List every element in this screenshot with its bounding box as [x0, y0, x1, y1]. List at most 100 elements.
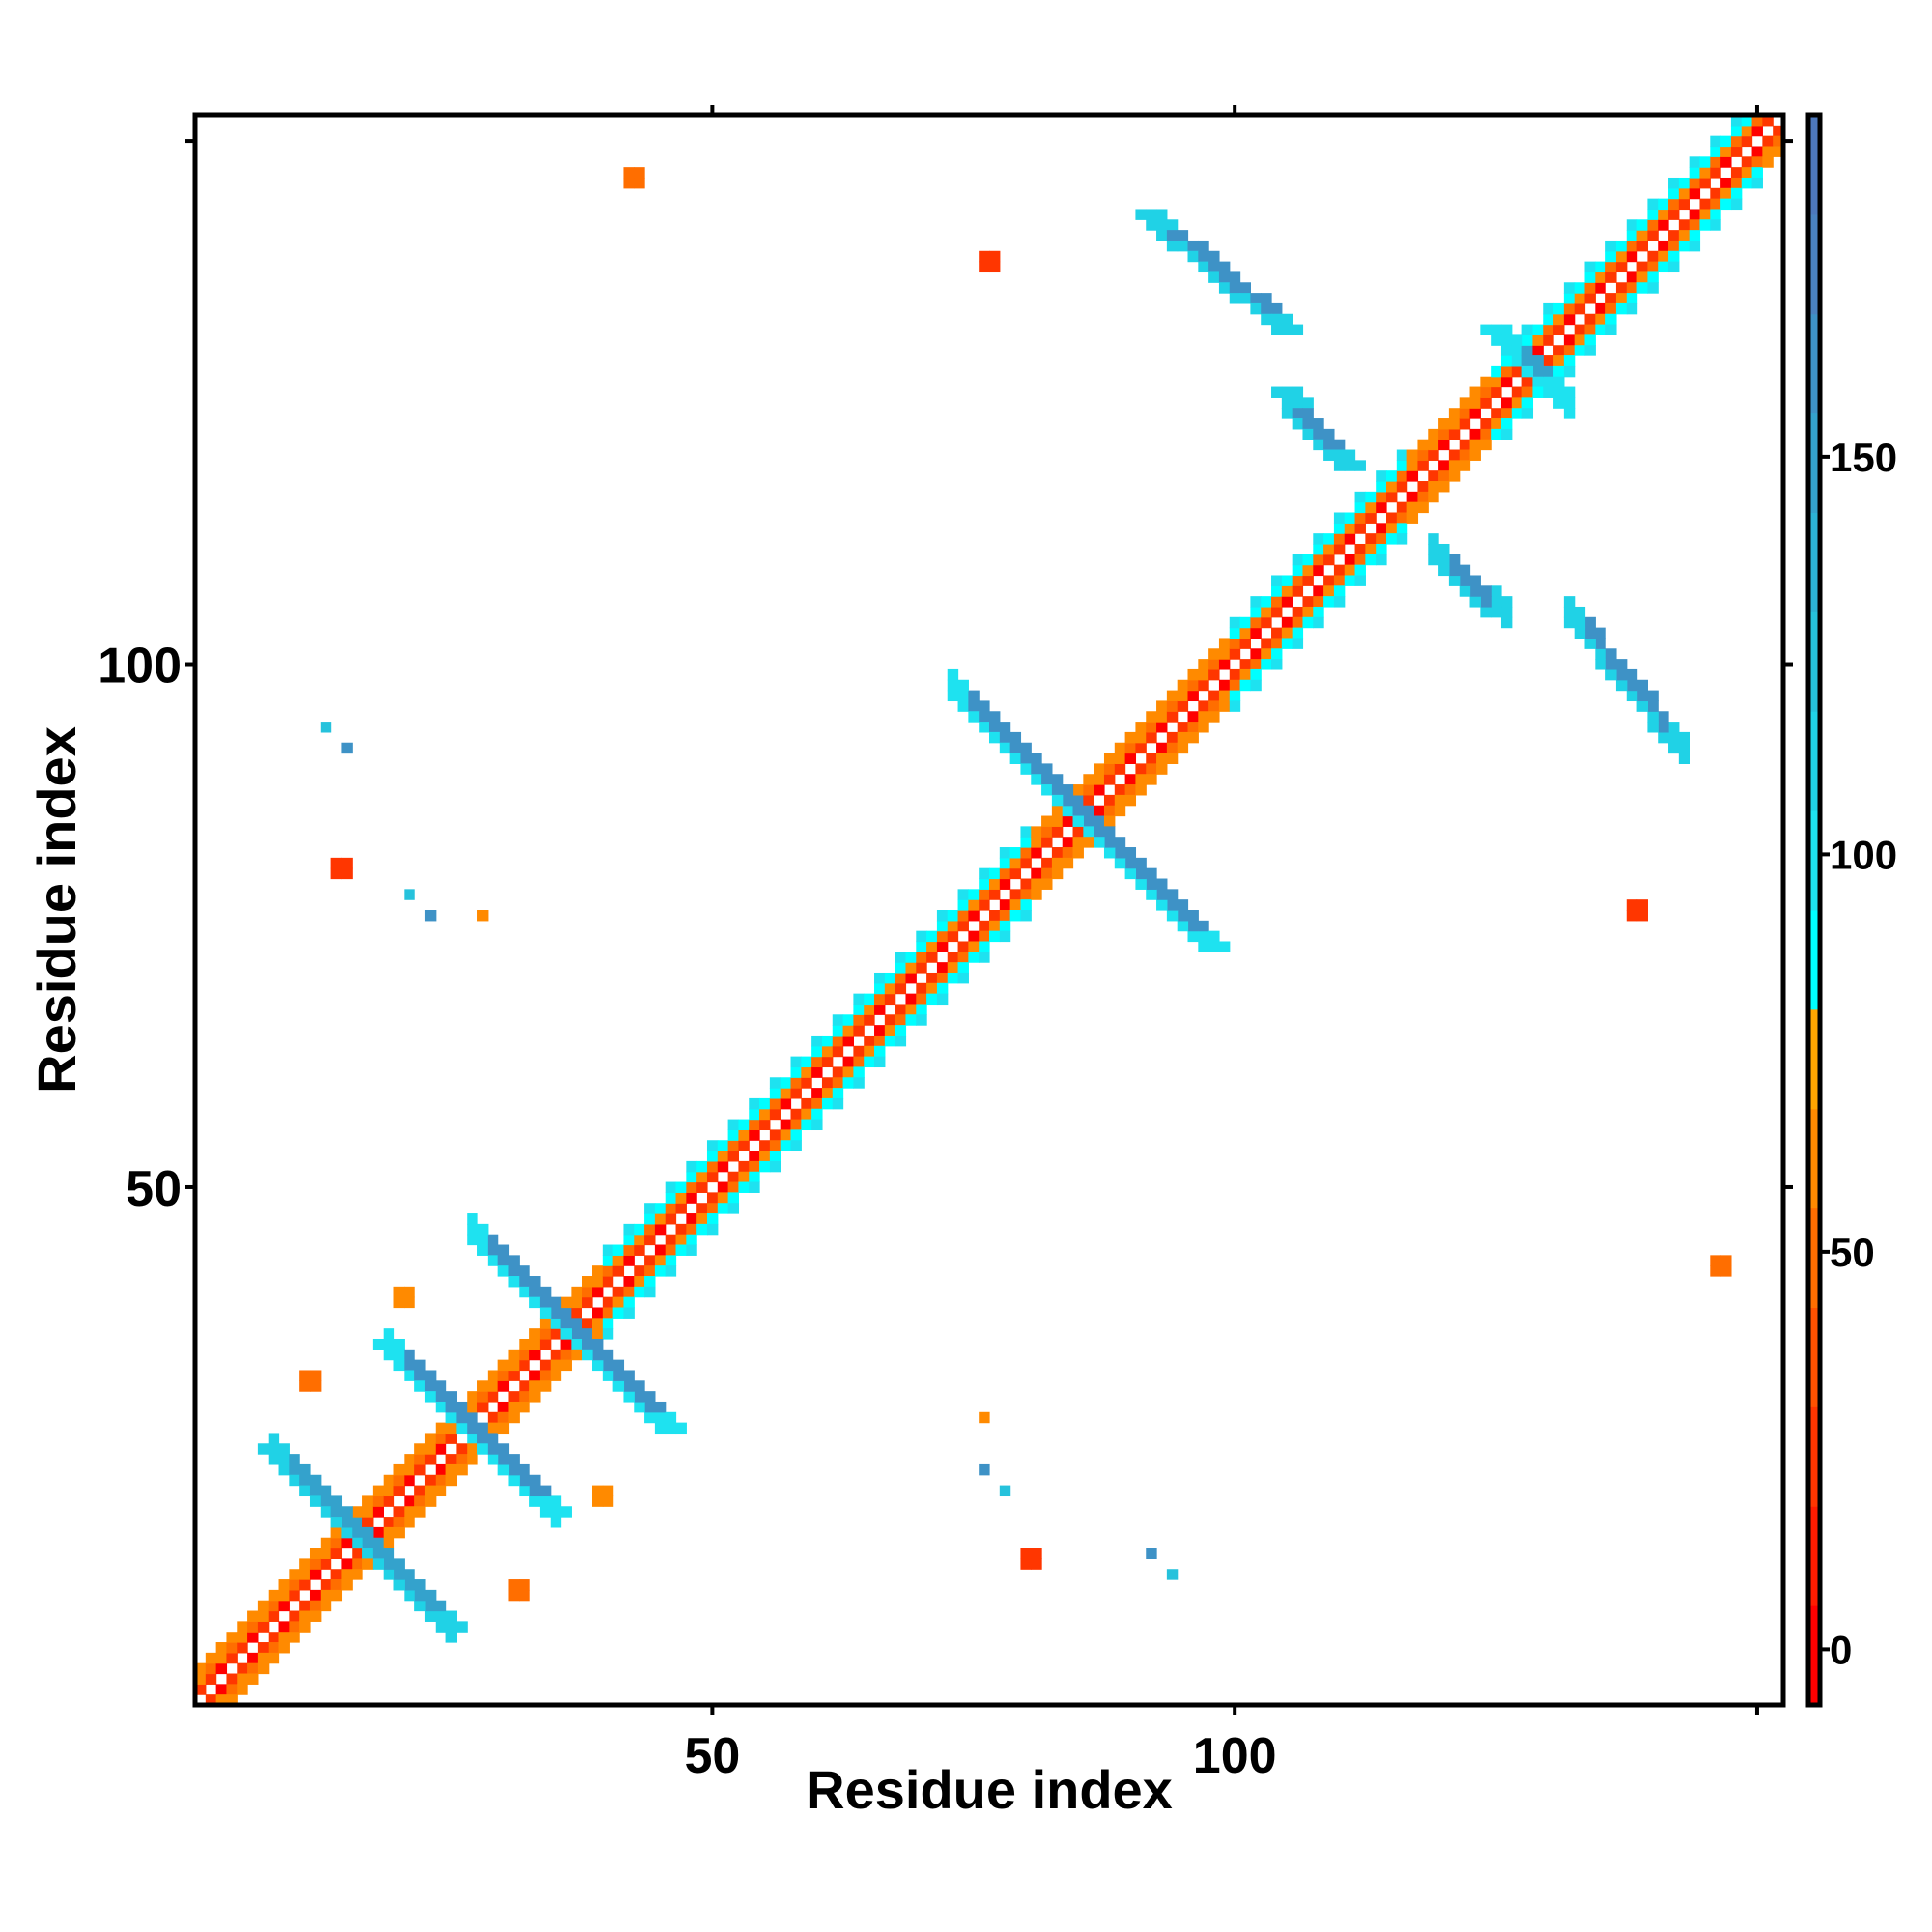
heatmap-cell [1448, 428, 1461, 440]
heatmap-cell [1177, 722, 1189, 733]
heatmap-cell [842, 1035, 854, 1047]
heatmap-cell [780, 1088, 792, 1099]
heatmap-cell [1187, 711, 1199, 723]
colorbar-bin [1808, 412, 1820, 513]
heatmap-cell [623, 1244, 635, 1256]
heatmap-cell [1292, 418, 1304, 430]
heatmap-cell [1313, 418, 1324, 430]
heatmap-cell [1072, 784, 1084, 796]
heatmap-cell [1658, 711, 1669, 723]
colorbar-bin [1808, 115, 1820, 215]
heatmap-cell [372, 1485, 384, 1497]
colorbar-bin [1808, 1108, 1820, 1209]
heatmap-cell [1448, 449, 1461, 461]
heatmap-cell [404, 1517, 415, 1528]
heatmap-cell [1658, 731, 1669, 744]
heatmap-cell [1428, 533, 1439, 545]
heatmap-cell [612, 1244, 625, 1256]
heatmap-cell [1292, 627, 1304, 639]
heatmap-cell [1511, 397, 1523, 409]
heatmap-cell [957, 899, 969, 911]
heatmap-cell [1218, 638, 1231, 649]
heatmap-cell [1480, 376, 1492, 388]
heatmap-cell [979, 878, 990, 890]
heatmap-cell [1699, 219, 1711, 231]
heatmap-cell [1218, 261, 1231, 273]
heatmap-cell [560, 1359, 572, 1372]
heatmap-cell [1647, 690, 1659, 702]
heatmap-cell [1156, 219, 1168, 231]
heatmap-cell [1041, 763, 1053, 775]
heatmap-cell [1146, 209, 1157, 220]
heatmap-cell [999, 878, 1011, 890]
heatmap-cell [1062, 805, 1074, 817]
heatmap-cell [612, 1380, 625, 1392]
heatmap-cell [1062, 857, 1074, 869]
heatmap-cell [1574, 293, 1586, 304]
heatmap-cell [1051, 826, 1064, 838]
heatmap-cell [278, 1642, 290, 1654]
heatmap-cell [1636, 679, 1648, 692]
heatmap-cell [1762, 146, 1774, 157]
heatmap-cell [1438, 460, 1450, 471]
heatmap-cell [477, 1244, 489, 1256]
heatmap-cell [592, 1265, 604, 1277]
heatmap-cell [780, 1129, 792, 1141]
heatmap-cell [864, 1004, 875, 1015]
heatmap-cell [1636, 240, 1648, 252]
heatmap-cell [1333, 439, 1346, 451]
heatmap-cell [592, 1359, 604, 1372]
heatmap-cell [1480, 439, 1492, 451]
heatmap-cell [1313, 533, 1324, 545]
heatmap-cell [582, 1349, 593, 1361]
heatmap-cell [1031, 1548, 1042, 1559]
heatmap-cell [874, 972, 886, 984]
heatmap-cell [1521, 365, 1534, 378]
heatmap-cell [853, 1004, 865, 1015]
heatmap-cell [1710, 1255, 1721, 1266]
heatmap-cell [1376, 501, 1387, 514]
heatmap-cell [1072, 794, 1084, 807]
heatmap-cell [529, 1296, 541, 1309]
heatmap-cell [299, 1370, 311, 1381]
heatmap-cell [1543, 365, 1554, 378]
heatmap-cell [519, 1380, 530, 1392]
heatmap-cell [1720, 146, 1732, 157]
heatmap-cell [665, 1422, 677, 1435]
heatmap-cell [1198, 250, 1209, 263]
heatmap-cell [550, 1370, 562, 1381]
heatmap-cell [299, 1380, 311, 1392]
heatmap-cell [979, 711, 990, 723]
colorbar-tick-label: 0 [1830, 1627, 1852, 1672]
heatmap-cell [278, 1443, 290, 1455]
heatmap-cell [529, 1474, 541, 1487]
heatmap-cell [414, 1495, 426, 1507]
heatmap-cell [1689, 240, 1701, 252]
heatmap-cell [299, 1474, 311, 1487]
heatmap-cell [435, 1433, 447, 1444]
heatmap-cell [445, 1433, 457, 1444]
heatmap-cell [1187, 722, 1199, 733]
heatmap-cell [1689, 209, 1701, 220]
heatmap-cell [393, 1569, 405, 1580]
heatmap-cell [1491, 428, 1502, 440]
heatmap-cell [1710, 135, 1721, 148]
heatmap-cell [519, 1391, 530, 1403]
heatmap-cell [832, 1066, 844, 1078]
heatmap-cell [1229, 293, 1241, 304]
heatmap-cell [1083, 774, 1094, 785]
heatmap-cell [1124, 784, 1137, 796]
heatmap-cell [1406, 491, 1419, 503]
heatmap-cell [623, 167, 635, 179]
colorbar-tick-label: 100 [1830, 832, 1897, 877]
heatmap-cell [1563, 313, 1576, 326]
heatmap-cell [1365, 533, 1377, 545]
heatmap-cell [1699, 167, 1711, 179]
heatmap-cell [790, 1108, 802, 1121]
heatmap-cell [686, 1223, 697, 1236]
heatmap-cell [582, 1276, 593, 1288]
heatmap-cell [539, 1495, 552, 1507]
heatmap-cell [1156, 711, 1168, 723]
heatmap-cell [1103, 826, 1116, 838]
heatmap-cell [936, 930, 949, 943]
